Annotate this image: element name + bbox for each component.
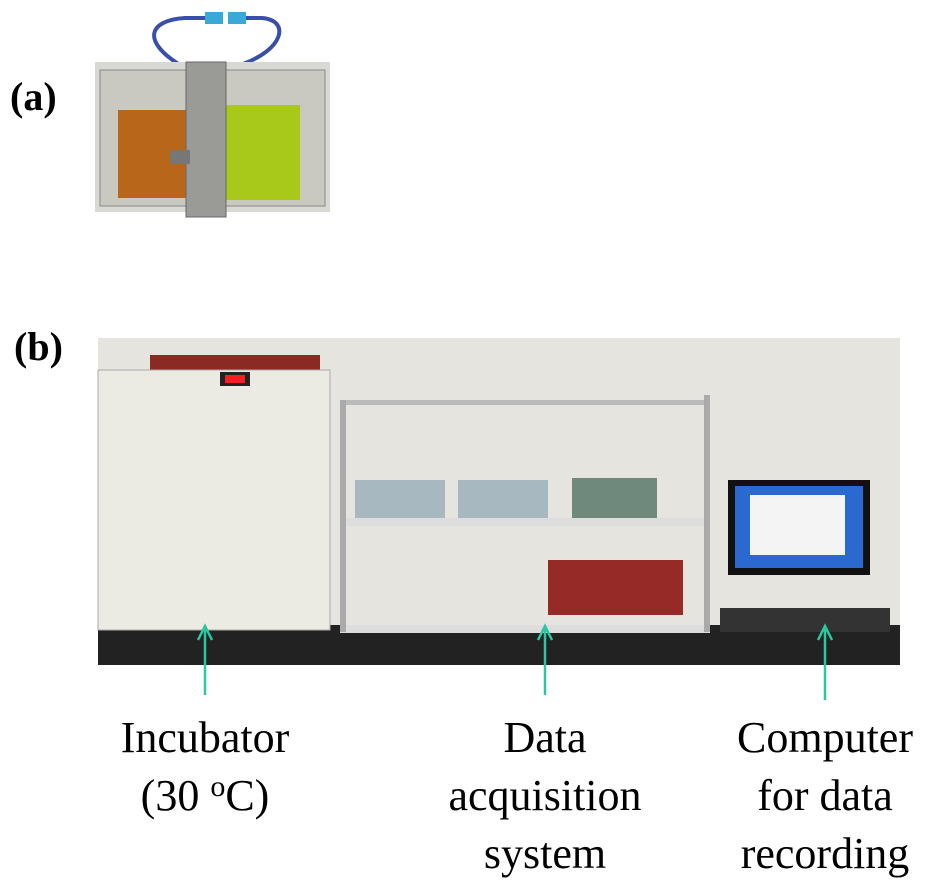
photo-lab (98, 338, 900, 665)
text-part: (30 (141, 771, 211, 820)
callout-line: acquisition (448, 771, 641, 820)
text-part: C) (225, 771, 269, 820)
figure: (a) (b) Inc (0, 0, 950, 886)
photo-reactor (95, 12, 330, 217)
panel-label: (b) (14, 324, 63, 369)
callout-line: Data (503, 713, 586, 762)
callout-line: recording (741, 829, 910, 878)
callout-line: system (484, 829, 606, 878)
callout-line: Incubator (121, 713, 290, 762)
callout-line: (30 oC) (141, 770, 270, 820)
callout-line: Computer (737, 713, 913, 762)
callout-line: for data (757, 771, 893, 820)
superscript: o (210, 770, 225, 803)
panel-label: (a) (10, 74, 57, 119)
